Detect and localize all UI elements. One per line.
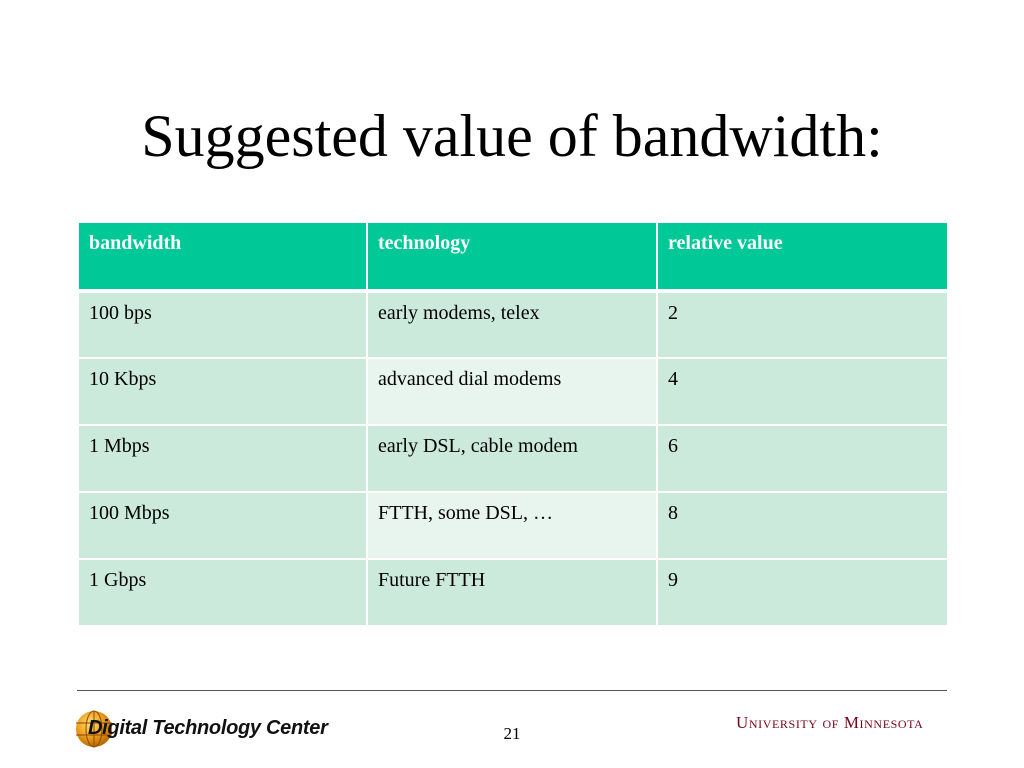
cell-relative-value: 8 <box>656 491 949 560</box>
cell-bandwidth: 100 bps <box>77 290 368 359</box>
column-header-relative-value: relative value <box>656 221 949 293</box>
cell-bandwidth: 100 Mbps <box>77 491 368 560</box>
cell-relative-value: 2 <box>656 290 949 359</box>
page-number: 21 <box>503 724 521 743</box>
table-row: 1 Gbps Future FTTH 9 <box>77 558 949 627</box>
university-of-minnesota-wordmark: University of Minnesota <box>736 713 924 732</box>
digital-technology-center-logo: Digital Technology Center <box>74 707 328 753</box>
cell-bandwidth: 1 Mbps <box>77 424 368 493</box>
column-header-technology: technology <box>366 221 658 293</box>
table-row: 10 Kbps advanced dial modems 4 <box>77 357 949 426</box>
cell-technology: FTTH, some DSL, … <box>366 491 658 560</box>
column-header-bandwidth: bandwidth <box>77 221 368 293</box>
globe-icon <box>76 710 112 748</box>
table-header-row: bandwidth technology relative value <box>77 221 949 293</box>
cell-relative-value: 9 <box>656 558 949 627</box>
cell-technology: early DSL, cable modem <box>366 424 658 493</box>
table-row: 100 bps early modems, telex 2 <box>77 290 949 359</box>
dtc-logo-text: Digital Technology Center <box>88 717 328 739</box>
cell-technology: early modems, telex <box>366 290 658 359</box>
cell-bandwidth: 10 Kbps <box>77 357 368 426</box>
cell-relative-value: 4 <box>656 357 949 426</box>
cell-relative-value: 6 <box>656 424 949 493</box>
slide-title: Suggested value of bandwidth: <box>141 103 883 169</box>
footer-divider <box>77 690 947 691</box>
cell-technology: Future FTTH <box>366 558 658 627</box>
bandwidth-table: bandwidth technology relative value 100 … <box>77 221 949 627</box>
cell-bandwidth: 1 Gbps <box>77 558 368 627</box>
table-row: 100 Mbps FTTH, some DSL, … 8 <box>77 491 949 560</box>
table-row: 1 Mbps early DSL, cable modem 6 <box>77 424 949 493</box>
cell-technology: advanced dial modems <box>366 357 658 426</box>
